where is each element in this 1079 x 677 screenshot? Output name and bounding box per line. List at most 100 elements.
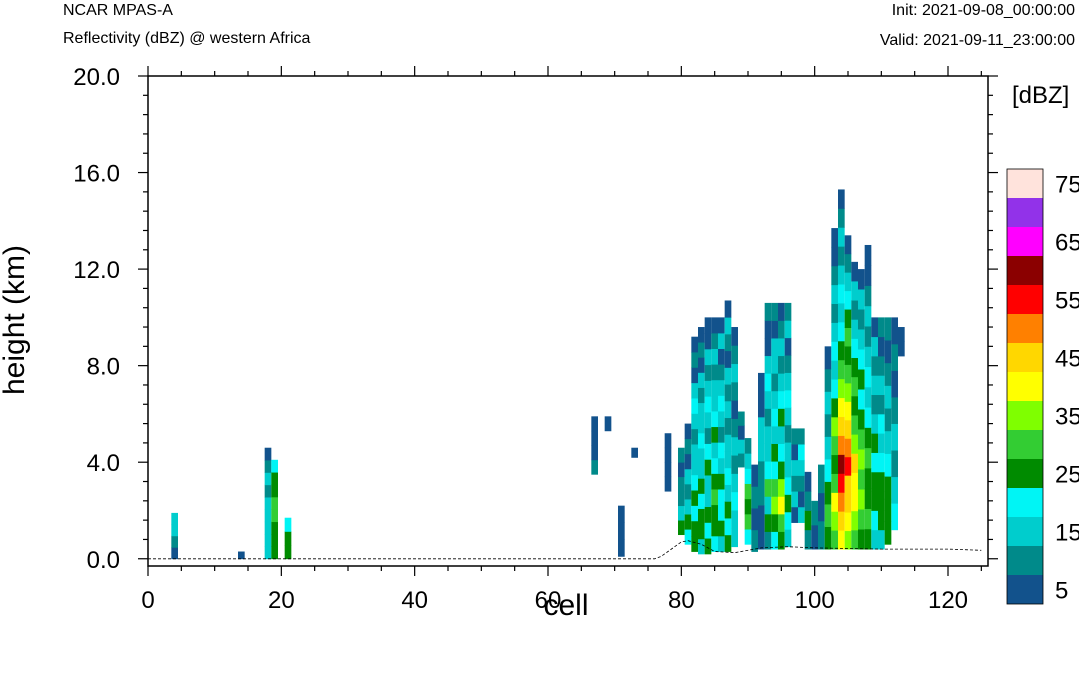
reflectivity-cell xyxy=(271,496,278,510)
reflectivity-cell xyxy=(851,395,858,416)
reflectivity-cell xyxy=(718,520,725,537)
colorbar-swatch xyxy=(1007,517,1043,546)
reflectivity-cell xyxy=(691,520,698,537)
reflectivity-cell xyxy=(864,528,872,550)
reflectivity-cell xyxy=(744,529,752,545)
reflectivity-cell xyxy=(831,379,838,399)
colorbar-label: 5 xyxy=(1055,578,1068,605)
reflectivity-cell xyxy=(844,475,852,495)
y-tick-label: 4.0 xyxy=(87,450,120,477)
reflectivity-cell xyxy=(851,415,858,435)
reflectivity-cell xyxy=(704,443,712,460)
reflectivity-cell xyxy=(871,510,878,531)
reflectivity-cell xyxy=(724,484,732,502)
reflectivity-cell xyxy=(831,303,838,323)
reflectivity-cell xyxy=(784,424,792,443)
reflectivity-cell xyxy=(698,417,705,434)
reflectivity-cell xyxy=(851,338,858,359)
reflectivity-cell xyxy=(744,483,752,500)
reflectivity-cell xyxy=(284,531,292,546)
reflectivity-cell xyxy=(864,326,872,347)
reflectivity-cell xyxy=(784,494,792,513)
reflectivity-cell xyxy=(778,496,785,515)
reflectivity-cell xyxy=(838,303,845,323)
reflectivity-cell xyxy=(784,511,792,530)
reflectivity-cells xyxy=(171,189,905,560)
reflectivity-cell xyxy=(664,433,672,449)
reflectivity-cell xyxy=(764,513,772,532)
terrain-profile xyxy=(148,540,982,560)
reflectivity-cell xyxy=(884,362,892,386)
reflectivity-cell xyxy=(724,501,732,519)
reflectivity-cell xyxy=(824,481,832,505)
reflectivity-cell xyxy=(764,320,772,339)
reflectivity-cell xyxy=(851,261,858,282)
reflectivity-cell xyxy=(698,342,705,358)
reflectivity-cell xyxy=(271,534,278,547)
reflectivity-cell xyxy=(851,319,858,339)
reflectivity-cell xyxy=(791,428,798,445)
reflectivity-cell xyxy=(858,349,865,370)
reflectivity-cell xyxy=(878,471,885,492)
reflectivity-cell xyxy=(704,396,712,413)
reflectivity-cell xyxy=(878,413,885,434)
reflectivity-cell xyxy=(678,491,685,507)
reflectivity-cell xyxy=(678,447,685,463)
reflectivity-cell xyxy=(731,418,738,438)
reflectivity-cell xyxy=(798,506,805,523)
x-tick-label: 80 xyxy=(668,587,695,614)
y-tick-label: 8.0 xyxy=(87,354,120,381)
reflectivity-cell xyxy=(711,411,718,428)
colorbar-swatch xyxy=(1007,314,1043,343)
reflectivity-cell xyxy=(871,471,878,492)
reflectivity-cell xyxy=(831,265,838,286)
reflectivity-cell xyxy=(844,382,852,402)
reflectivity-cell xyxy=(838,227,845,247)
reflectivity-cell xyxy=(631,447,638,458)
reflectivity-cell xyxy=(724,467,732,485)
y-tick-label: 20.0 xyxy=(73,64,120,91)
reflectivity-cell xyxy=(871,433,878,453)
reflectivity-cell xyxy=(171,512,178,525)
reflectivity-cell xyxy=(271,521,278,535)
reflectivity-cell xyxy=(871,529,878,550)
reflectivity-cell xyxy=(724,451,732,469)
reflectivity-cell xyxy=(804,491,812,511)
reflectivity-cell xyxy=(838,246,845,266)
plot-frame xyxy=(147,75,989,567)
reflectivity-cell xyxy=(878,510,885,531)
reflectivity-cell xyxy=(711,457,718,474)
reflectivity-cell xyxy=(618,539,625,557)
reflectivity-cell xyxy=(271,546,278,560)
reflectivity-cell xyxy=(724,333,732,352)
reflectivity-cell xyxy=(664,462,672,478)
reflectivity-cell xyxy=(691,459,698,476)
reflectivity-cell xyxy=(738,411,745,426)
colorbar-swatch xyxy=(1007,198,1043,227)
reflectivity-cell xyxy=(264,546,272,560)
reflectivity-cell xyxy=(844,401,852,421)
reflectivity-cell xyxy=(731,327,738,346)
reflectivity-cell xyxy=(858,469,865,490)
colorbar-label: 45 xyxy=(1055,346,1079,373)
reflectivity-cell xyxy=(884,430,892,454)
reflectivity-cell xyxy=(851,357,858,378)
reflectivity-cell xyxy=(838,340,845,361)
reflectivity-cell xyxy=(751,508,758,531)
reflectivity-cell xyxy=(711,317,718,334)
colorbar-swatch xyxy=(1007,488,1043,517)
reflectivity-cell xyxy=(858,529,865,550)
reflectivity-cell xyxy=(771,496,778,515)
reflectivity-cell xyxy=(878,529,885,550)
reflectivity-cell xyxy=(711,348,718,365)
reflectivity-cell xyxy=(791,475,798,492)
reflectivity-cell xyxy=(864,488,872,509)
colorbar-label: 55 xyxy=(1055,288,1079,315)
reflectivity-cell xyxy=(684,438,692,455)
colorbar-label: 15 xyxy=(1055,520,1079,547)
reflectivity-cell xyxy=(758,461,765,506)
reflectivity-cell xyxy=(831,360,838,380)
reflectivity-cell xyxy=(731,345,738,365)
reflectivity-cell xyxy=(871,356,878,376)
reflectivity-cell xyxy=(711,535,718,552)
